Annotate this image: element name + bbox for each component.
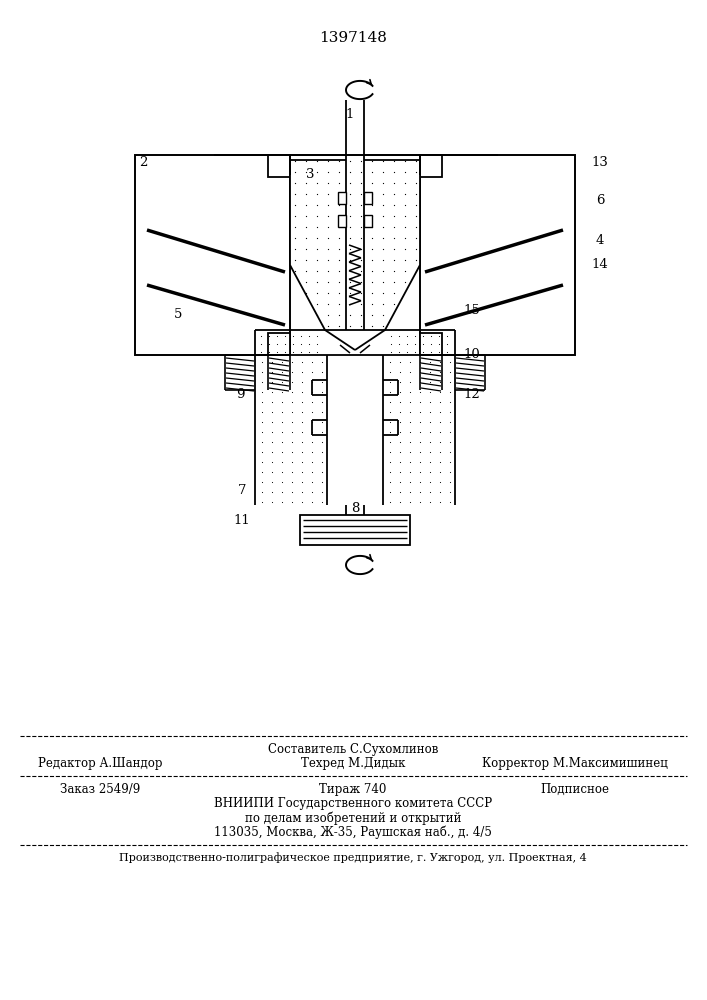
Bar [338,215,346,227]
Bar [300,515,410,545]
Text: 8: 8 [351,502,359,514]
Text: 2: 2 [139,155,147,168]
Text: 11: 11 [233,514,250,526]
Bar [268,333,290,355]
Text: ВНИИПИ Государственного комитета СССР: ВНИИПИ Государственного комитета СССР [214,798,492,810]
Polygon shape [290,155,420,330]
Bar [420,155,575,355]
Text: Производственно-полиграфическое предприятие, г. Ужгород, ул. Проектная, 4: Производственно-полиграфическое предприя… [119,853,587,863]
Text: 5: 5 [174,308,182,322]
Bar [135,155,290,355]
Bar [364,192,372,204]
Text: 1: 1 [346,108,354,121]
Text: 13: 13 [592,155,609,168]
Text: 10: 10 [464,349,480,361]
Bar [338,192,346,204]
Text: 7: 7 [238,484,246,496]
Text: 4: 4 [596,233,604,246]
Bar [420,155,442,177]
Text: 3: 3 [305,168,314,182]
Text: Заказ 2549/9: Заказ 2549/9 [60,782,140,796]
Text: 14: 14 [592,258,609,271]
Text: по делам изобретений и открытий: по делам изобретений и открытий [245,811,461,825]
Text: Составитель С.Сухомлинов: Составитель С.Сухомлинов [268,742,438,756]
Text: 12: 12 [464,388,480,401]
Text: Редактор А.Шандор: Редактор А.Шандор [37,756,162,770]
Bar [420,333,442,355]
Text: Техред М.Дидык: Техред М.Дидык [300,756,405,770]
Text: 9: 9 [235,388,244,401]
Text: 15: 15 [464,304,480,316]
Bar [268,155,290,177]
Text: 113035, Москва, Ж-35, Раушская наб., д. 4/5: 113035, Москва, Ж-35, Раушская наб., д. … [214,825,492,839]
Text: 6: 6 [596,194,604,207]
Text: 1397148: 1397148 [319,31,387,45]
Bar [364,215,372,227]
Text: Тираж 740: Тираж 740 [320,782,387,796]
Text: Подписное: Подписное [540,782,609,796]
Text: Корректор М.Максимишинец: Корректор М.Максимишинец [482,756,668,770]
